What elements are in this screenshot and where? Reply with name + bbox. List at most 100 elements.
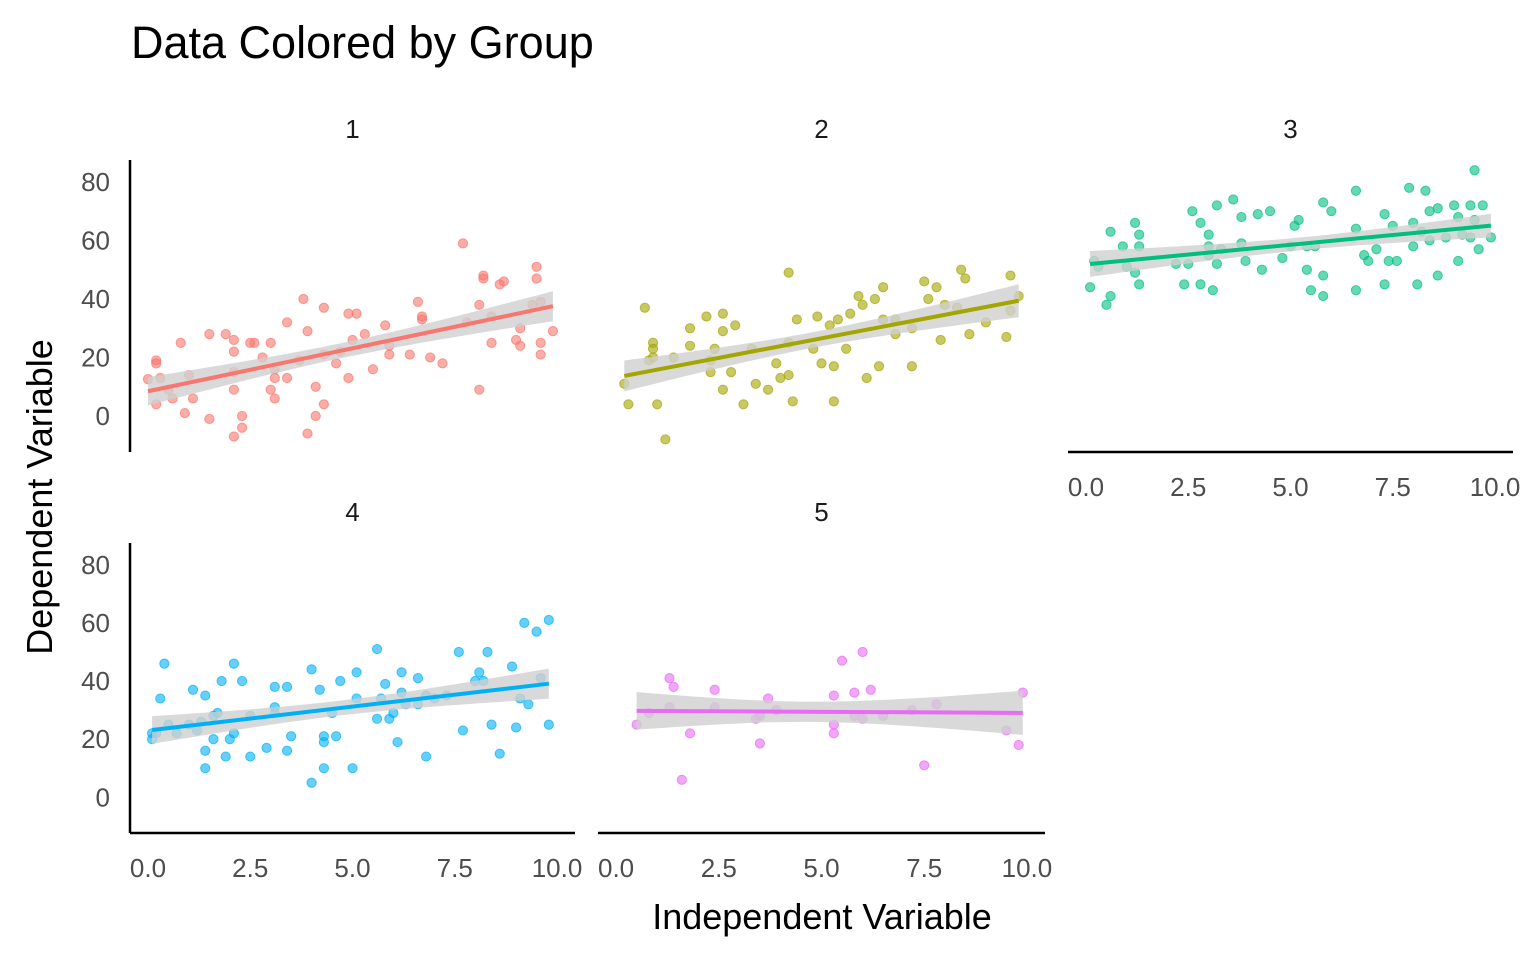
facet-strip-label: 4 [345, 497, 359, 527]
data-point [783, 267, 794, 278]
data-point [960, 273, 971, 284]
y-tick-label: 20 [81, 342, 110, 372]
data-point [1211, 200, 1222, 211]
data-point [380, 320, 391, 331]
data-point [1453, 255, 1464, 267]
data-point [531, 261, 542, 272]
data-point [684, 340, 696, 351]
data-point [1129, 217, 1141, 229]
data-point [1293, 214, 1304, 226]
data-point [457, 238, 469, 249]
x-tick-label: 7.5 [437, 853, 473, 883]
x-tick-label: 2.5 [232, 853, 268, 883]
data-point [639, 302, 650, 313]
data-point [302, 428, 313, 439]
data-point [511, 722, 522, 733]
data-point [437, 358, 448, 369]
data-point [515, 340, 526, 351]
data-point [535, 337, 546, 348]
data-point [310, 381, 321, 392]
data-point [249, 337, 260, 348]
data-point [204, 328, 215, 340]
data-point [371, 643, 383, 655]
data-point [1084, 282, 1096, 293]
data-point [531, 626, 542, 637]
data-point [281, 745, 293, 756]
data-point [310, 410, 321, 422]
data-point [204, 413, 215, 425]
regression-line [147, 304, 554, 394]
data-point [935, 334, 946, 346]
data-point [331, 731, 342, 742]
data-point [269, 372, 280, 384]
data-point [474, 667, 485, 678]
data-point [717, 308, 728, 319]
data-point [457, 725, 469, 736]
data-point [1473, 244, 1484, 255]
data-point [1013, 739, 1024, 751]
data-point [923, 293, 934, 305]
data-point [1477, 200, 1488, 211]
x-tick-label: 10.0 [532, 853, 583, 883]
data-point [261, 742, 272, 753]
data-point [717, 326, 728, 337]
data-point [754, 738, 765, 749]
data-point [738, 399, 749, 410]
x-tick-label: 5.0 [334, 853, 370, 883]
data-point [1101, 299, 1112, 310]
data-point [200, 763, 211, 774]
data-point [498, 276, 509, 287]
data-point [236, 675, 248, 687]
data-point [660, 434, 671, 445]
data-point [404, 349, 415, 360]
data-point [543, 614, 554, 626]
data-point [676, 774, 687, 785]
data-point [535, 349, 546, 360]
regression-line [151, 681, 550, 732]
data-point [269, 681, 280, 692]
y-tick-label: 40 [81, 666, 110, 696]
data-point [836, 655, 848, 666]
data-point [1379, 209, 1390, 220]
data-point [1371, 244, 1382, 255]
data-point [482, 646, 493, 658]
data-point [828, 396, 839, 407]
data-point [298, 293, 309, 305]
data-point [771, 358, 782, 369]
data-point [1350, 185, 1362, 196]
x-tick-label: 5.0 [803, 853, 839, 883]
data-point [416, 314, 428, 325]
data-point [228, 384, 239, 395]
x-tick-label: 2.5 [1170, 472, 1206, 502]
data-point [726, 367, 737, 378]
facet-strip-label: 3 [1283, 114, 1297, 144]
data-point [1195, 279, 1206, 290]
x-tick-label: 10.0 [1002, 853, 1053, 883]
y-tick-label: 0 [96, 782, 110, 812]
data-point [1408, 241, 1419, 252]
data-point [359, 328, 370, 340]
data-point [1363, 255, 1374, 267]
data-point [1179, 279, 1190, 290]
data-point [1203, 229, 1214, 240]
data-point [314, 684, 325, 695]
data-point [216, 675, 227, 687]
data-point [347, 763, 358, 774]
data-point [1240, 255, 1251, 267]
data-point [1105, 226, 1116, 237]
data-point [265, 384, 276, 395]
data-point [453, 646, 464, 658]
data-point [281, 372, 293, 384]
data-point [828, 361, 839, 372]
data-point [845, 308, 856, 319]
data-point [208, 734, 219, 745]
data-point [1001, 331, 1012, 343]
data-point [832, 314, 844, 325]
data-point [1277, 252, 1288, 264]
x-tick-label: 2.5 [701, 853, 737, 883]
y-tick-label: 80 [81, 167, 110, 197]
data-point [964, 328, 975, 340]
facet-panel-3: 3 0.0 2.5 5.0 7.5 10.0 [1068, 114, 1520, 502]
